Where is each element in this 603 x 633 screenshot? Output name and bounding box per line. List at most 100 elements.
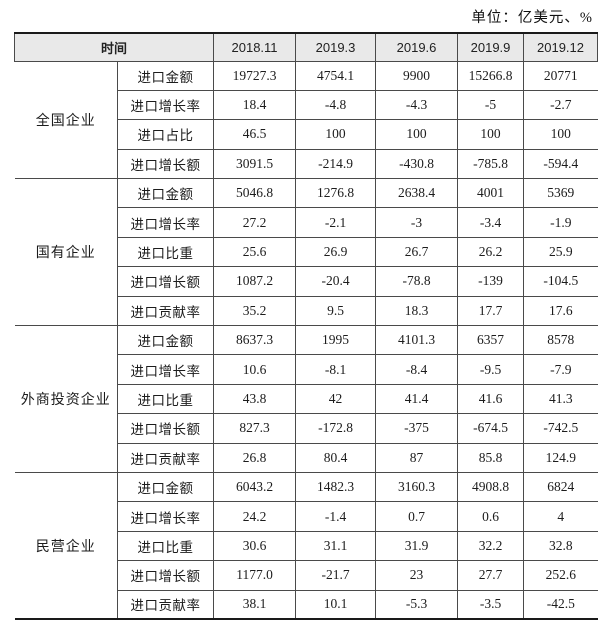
value-cell: -430.8: [375, 148, 458, 179]
value-cell: -8.1: [295, 354, 376, 385]
value-cell: 41.4: [375, 383, 458, 414]
value-cell: 15266.8: [457, 60, 524, 91]
value-cell: 85.8: [457, 442, 524, 473]
table-row: 进口比重 43.8 42 41.4 41.6 41.3: [15, 383, 598, 414]
table-row: 进口增长率 27.2 -2.1 -3 -3.4 -1.9: [15, 207, 598, 238]
value-cell: 42: [295, 383, 376, 414]
value-cell: 41.3: [523, 383, 598, 414]
value-cell: -674.5: [457, 413, 524, 444]
row-label-cell: 进口增长率: [116, 354, 214, 385]
value-cell: -21.7: [295, 560, 376, 591]
value-cell: 26.8: [213, 442, 296, 473]
column-header-2019-3: 2019.3: [295, 33, 376, 62]
value-cell: -172.8: [295, 413, 376, 444]
value-cell: -594.4: [523, 148, 598, 179]
value-cell: 2638.4: [375, 178, 458, 208]
value-cell: 100: [523, 119, 598, 150]
row-label-cell: 进口金额: [116, 60, 214, 91]
table-row: 进口增长额 827.3 -172.8 -375 -674.5 -742.5: [15, 413, 598, 444]
value-cell: 252.6: [523, 560, 598, 591]
value-cell: 32.2: [457, 530, 524, 561]
value-cell: 46.5: [213, 119, 296, 150]
table-row: 国有企业 进口金额 5046.8 1276.8 2638.4 4001 5369: [14, 178, 598, 326]
value-cell: -2.1: [295, 207, 376, 238]
table-row: 进口增长额 3091.5 -214.9 -430.8 -785.8 -594.4: [15, 148, 598, 179]
value-cell: -1.9: [523, 207, 598, 238]
value-cell: -139: [457, 266, 524, 297]
value-cell: 32.8: [523, 530, 598, 561]
value-cell: 1995: [295, 325, 376, 355]
value-cell: 4001: [457, 178, 524, 208]
value-cell: 100: [457, 119, 524, 150]
import-data-table: 时间 2018.11 2019.3 2019.6 2019.9 2019.12 …: [13, 32, 599, 621]
value-cell: 87: [375, 442, 458, 473]
table-row: 外商投资企业 进口金额 8637.3 1995 4101.3 6357 8578: [14, 325, 598, 473]
value-cell: 20771: [523, 60, 598, 91]
value-cell: 26.2: [457, 236, 524, 267]
value-cell: 27.2: [213, 207, 296, 238]
value-cell: 26.9: [295, 236, 376, 267]
table-row: 进口增长率 10.6 -8.1 -8.4 -9.5 -7.9: [15, 354, 598, 385]
value-cell: 5046.8: [213, 178, 296, 208]
value-cell: -742.5: [523, 413, 598, 444]
column-header-2019-9: 2019.9: [457, 33, 524, 62]
group-header-cell: 民营企业: [14, 471, 118, 620]
value-cell: 10.1: [295, 589, 376, 620]
value-cell: -5: [457, 89, 524, 120]
row-label-cell: 进口贡献率: [116, 589, 214, 620]
table-row: 进口比重 30.6 31.1 31.9 32.2 32.8: [15, 530, 598, 561]
value-cell: -7.9: [523, 354, 598, 385]
row-label-cell: 进口金额: [116, 178, 214, 208]
value-cell: -9.5: [457, 354, 524, 385]
table-row: 进口比重 25.6 26.9 26.7 26.2 25.9: [15, 236, 598, 267]
table-row: 进口贡献率 26.8 80.4 87 85.8 124.9: [15, 442, 598, 473]
table-row: 进口占比 46.5 100 100 100 100: [15, 119, 598, 150]
value-cell: 41.6: [457, 383, 524, 414]
value-cell: 19727.3: [213, 60, 296, 91]
value-cell: 6357: [457, 325, 524, 355]
value-cell: 3160.3: [375, 471, 458, 502]
value-cell: 8578: [523, 325, 598, 355]
value-cell: 4: [523, 501, 598, 532]
value-cell: -8.4: [375, 354, 458, 385]
value-cell: 17.6: [523, 295, 598, 326]
row-label-cell: 进口金额: [116, 325, 214, 355]
value-cell: 0.6: [457, 501, 524, 532]
value-cell: 4908.8: [457, 471, 524, 502]
value-cell: 80.4: [295, 442, 376, 473]
value-cell: 18.3: [375, 295, 458, 326]
row-label-cell: 进口金额: [116, 471, 214, 502]
value-cell: 31.1: [295, 530, 376, 561]
value-cell: 100: [295, 119, 376, 150]
value-cell: 1177.0: [213, 560, 296, 591]
row-label-cell: 进口增长率: [116, 89, 214, 120]
value-cell: -3: [375, 207, 458, 238]
value-cell: 9.5: [295, 295, 376, 326]
value-cell: -20.4: [295, 266, 376, 297]
column-header-2018-11: 2018.11: [213, 33, 296, 62]
value-cell: 1482.3: [295, 471, 376, 502]
row-label-cell: 进口贡献率: [116, 442, 214, 473]
value-cell: 10.6: [213, 354, 296, 385]
value-cell: 9900: [375, 60, 458, 91]
column-header-2019-12: 2019.12: [523, 33, 599, 62]
row-label-cell: 进口比重: [116, 530, 214, 561]
value-cell: 38.1: [213, 589, 296, 620]
value-cell: -375: [375, 413, 458, 444]
table-row: 民营企业 进口金额 6043.2 1482.3 3160.3 4908.8 68…: [14, 471, 598, 620]
row-label-cell: 进口增长额: [116, 266, 214, 297]
value-cell: -5.3: [375, 589, 458, 620]
column-header-2019-6: 2019.6: [375, 33, 458, 62]
unit-note: 单位：亿美元、%: [471, 10, 593, 26]
value-cell: 25.6: [213, 236, 296, 267]
row-label-cell: 进口占比: [116, 119, 214, 150]
value-cell: 8637.3: [213, 325, 296, 355]
table-header-row: 时间 2018.11 2019.3 2019.6 2019.9 2019.12: [13, 33, 599, 62]
row-label-cell: 进口增长额: [116, 413, 214, 444]
value-cell: 0.7: [375, 501, 458, 532]
value-cell: -42.5: [523, 589, 598, 620]
row-label-cell: 进口增长率: [116, 207, 214, 238]
value-cell: 30.6: [213, 530, 296, 561]
value-cell: 35.2: [213, 295, 296, 326]
value-cell: 25.9: [523, 236, 598, 267]
